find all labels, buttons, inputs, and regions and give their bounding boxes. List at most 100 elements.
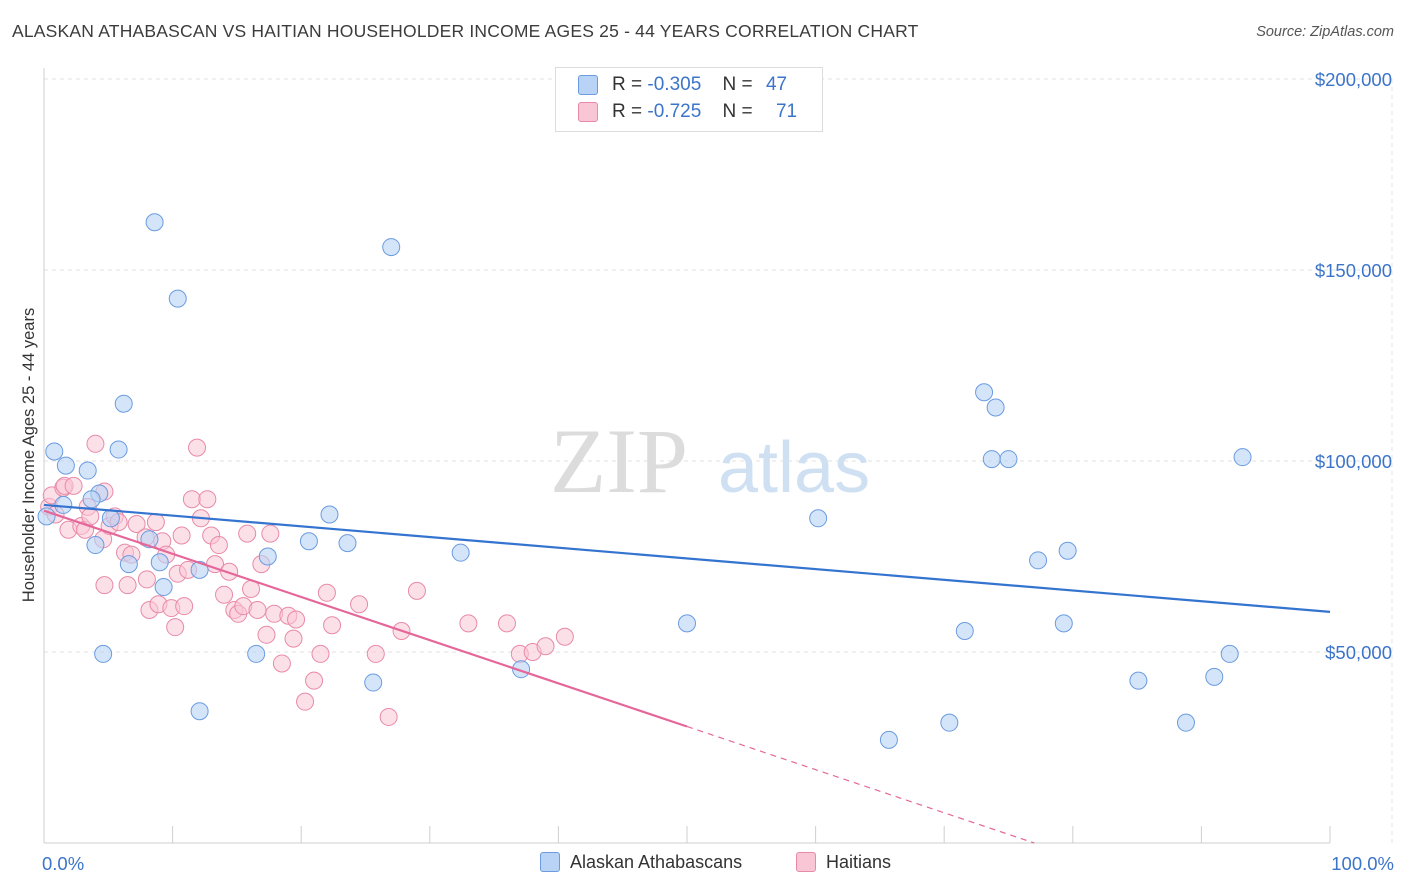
- haitian-point: [272, 654, 291, 673]
- athabascan-point: [258, 547, 277, 566]
- haitian-point: [257, 625, 276, 644]
- haitian-point: [407, 581, 426, 600]
- haitian-point: [86, 434, 105, 453]
- athabascan-point: [338, 534, 357, 553]
- legend-n-label: N =: [722, 101, 753, 122]
- haitian-point: [209, 536, 228, 555]
- haitian-point: [536, 637, 555, 656]
- legend-r-value: -0.725: [647, 101, 702, 122]
- haitian-point: [95, 576, 114, 595]
- trend-lines: [43, 503, 1331, 844]
- bottom-swatch-athabascan: [540, 852, 560, 873]
- y-tick-label: $50,000: [1325, 642, 1392, 663]
- haitian-trend-line: [43, 509, 688, 728]
- athabascan-point: [678, 614, 696, 633]
- athabascan-trend-line: [43, 503, 1331, 613]
- athabascan-point: [364, 673, 383, 692]
- haitian-point: [238, 524, 257, 543]
- athabascan-point: [54, 495, 73, 514]
- legend-n-label: N =: [722, 74, 753, 95]
- athabascan-point: [1205, 667, 1224, 686]
- legend-n-value: 47: [765, 74, 788, 95]
- haitian-point: [311, 644, 330, 663]
- athabascan-point: [975, 383, 994, 402]
- x-tick-label: 100.0%: [1331, 853, 1394, 874]
- athabascan-point: [986, 398, 1005, 417]
- athabascan-point: [1129, 671, 1148, 690]
- watermark-zip: ZIP: [550, 410, 688, 512]
- haitian-point: [317, 583, 336, 602]
- athabascan-point: [86, 536, 105, 555]
- source-label: Source: ZipAtlas.com: [1256, 24, 1394, 40]
- bottom-legend-athabascan: Alaskan Athabascans: [540, 851, 742, 873]
- haitian-point: [296, 692, 315, 711]
- haitian-point: [127, 515, 146, 534]
- haitian-point: [118, 576, 137, 595]
- athabascan-point: [451, 543, 470, 562]
- athabascan-point: [119, 555, 138, 574]
- haitian-point: [215, 585, 234, 604]
- athabascan-point: [809, 509, 828, 528]
- haitian-point: [188, 438, 207, 457]
- athabascan-point: [320, 505, 339, 524]
- haitian-point: [182, 490, 201, 509]
- athabascan-point: [247, 644, 266, 663]
- athabascan-point: [382, 238, 401, 257]
- axes: [43, 68, 1331, 844]
- legend-r-label: R =: [612, 101, 643, 122]
- athabascan-point: [940, 713, 959, 732]
- haitian-point: [137, 570, 156, 589]
- athabascan-point: [168, 289, 187, 308]
- haitian-point: [323, 616, 342, 635]
- haitian-point: [497, 614, 516, 633]
- athabascan-point: [45, 442, 64, 461]
- haitian-point: [172, 526, 191, 545]
- legend-row-haitian: R = -0.725 N = 71: [578, 101, 797, 127]
- athabascan-point: [190, 560, 209, 579]
- chart-title: ALASKAN ATHABASCAN VS HAITIAN HOUSEHOLDE…: [12, 21, 919, 41]
- athabascan-point: [145, 213, 164, 232]
- haitian-points: [40, 434, 574, 726]
- haitian-point: [305, 671, 324, 690]
- legend-n-value: 71: [775, 101, 798, 122]
- haitian-trend-extension: [686, 725, 1035, 844]
- athabascan-point: [150, 553, 169, 572]
- haitian-point: [81, 507, 100, 526]
- athabascan-point: [955, 621, 974, 640]
- athabascan-point: [94, 644, 113, 663]
- legend-r-value: -0.305: [647, 74, 702, 95]
- athabascan-point: [154, 578, 173, 597]
- athabascan-points: [37, 213, 1252, 749]
- athabascan-point: [982, 450, 1001, 469]
- athabascan-point: [999, 450, 1018, 469]
- athabascan-point: [114, 394, 133, 413]
- haitian-point: [366, 644, 385, 663]
- correlation-legend: R = -0.305 N = 47 R = -0.725 N = 71: [555, 67, 823, 132]
- haitian-point: [459, 614, 478, 633]
- y-tick-label: $200,000: [1315, 69, 1392, 90]
- legend-row-athabascan: R = -0.305 N = 47: [578, 74, 787, 100]
- athabascan-point: [1029, 551, 1048, 570]
- athabascan-point: [1176, 713, 1195, 732]
- haitian-point: [555, 627, 574, 646]
- haitian-point: [198, 490, 217, 509]
- haitian-point: [350, 595, 369, 614]
- haitian-point: [261, 524, 280, 543]
- watermark: ZIP atlas: [550, 410, 870, 512]
- y-axis-label: Householder Income Ages 25 - 44 years: [20, 308, 38, 602]
- bottom-legend-label: Alaskan Athabascans: [570, 851, 743, 872]
- haitian-point: [379, 707, 398, 726]
- legend-swatch-haitian: [578, 102, 598, 122]
- athabascan-point: [512, 660, 531, 679]
- athabascan-point: [82, 490, 101, 509]
- y-tick-label: $150,000: [1315, 260, 1392, 281]
- athabascan-point: [1054, 614, 1073, 633]
- athabascan-point: [78, 461, 97, 480]
- athabascan-point: [109, 440, 128, 459]
- athabascan-point: [190, 702, 209, 721]
- haitian-point: [287, 610, 306, 629]
- haitian-point: [166, 618, 185, 637]
- tick-labels: $50,000 $100,000 $150,000 $200,000 0.0% 100.0…: [42, 69, 1394, 874]
- athabascan-point: [1233, 448, 1252, 467]
